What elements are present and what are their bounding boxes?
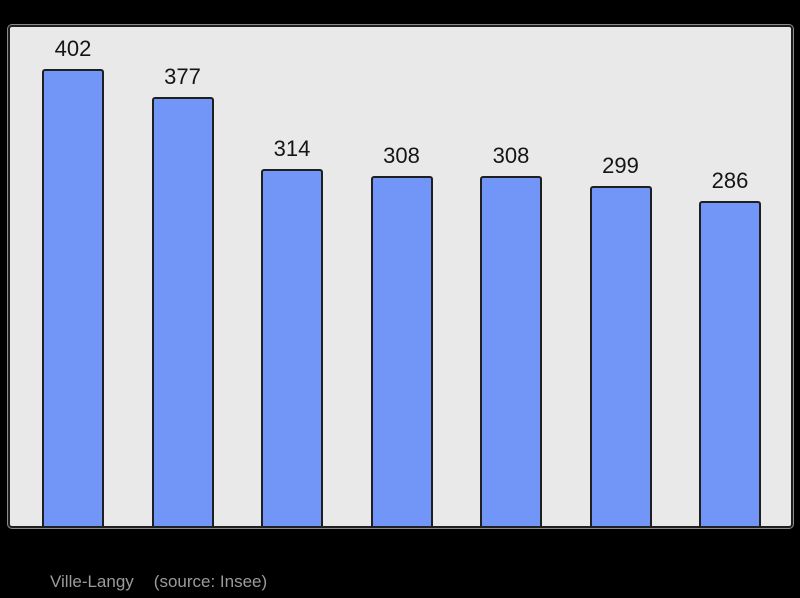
bar-group: 308 (370, 27, 433, 526)
bar-value-label: 299 (602, 153, 639, 178)
chart-caption: Ville-Langy (source: Insee) (50, 572, 268, 592)
caption-place: Ville-Langy (50, 572, 134, 591)
bar (42, 69, 104, 526)
bar-group: 308 (480, 27, 542, 526)
bar-value-label: 314 (273, 136, 311, 161)
bar-value-label: 286 (711, 168, 749, 193)
bar (370, 176, 433, 526)
bar (589, 186, 652, 526)
chart-frame: 402 377 314 308 308 299 286 (8, 25, 793, 528)
bar-group: 286 (699, 27, 761, 526)
caption-source: (source: Insee) (153, 572, 268, 591)
bar-value-label: 308 (383, 143, 420, 168)
plot-area: 402 377 314 308 308 299 286 (10, 27, 791, 526)
bar-group: 402 (42, 27, 104, 526)
bar (699, 201, 761, 526)
bar-group: 299 (589, 27, 652, 526)
bar-value-label: 402 (54, 36, 92, 61)
bar (151, 97, 214, 526)
bar (261, 169, 323, 526)
bar-group: 314 (261, 27, 323, 526)
bar-group: 377 (151, 27, 214, 526)
bar-value-label: 308 (492, 143, 530, 168)
bar-value-label: 377 (164, 64, 201, 89)
bar (480, 176, 542, 526)
